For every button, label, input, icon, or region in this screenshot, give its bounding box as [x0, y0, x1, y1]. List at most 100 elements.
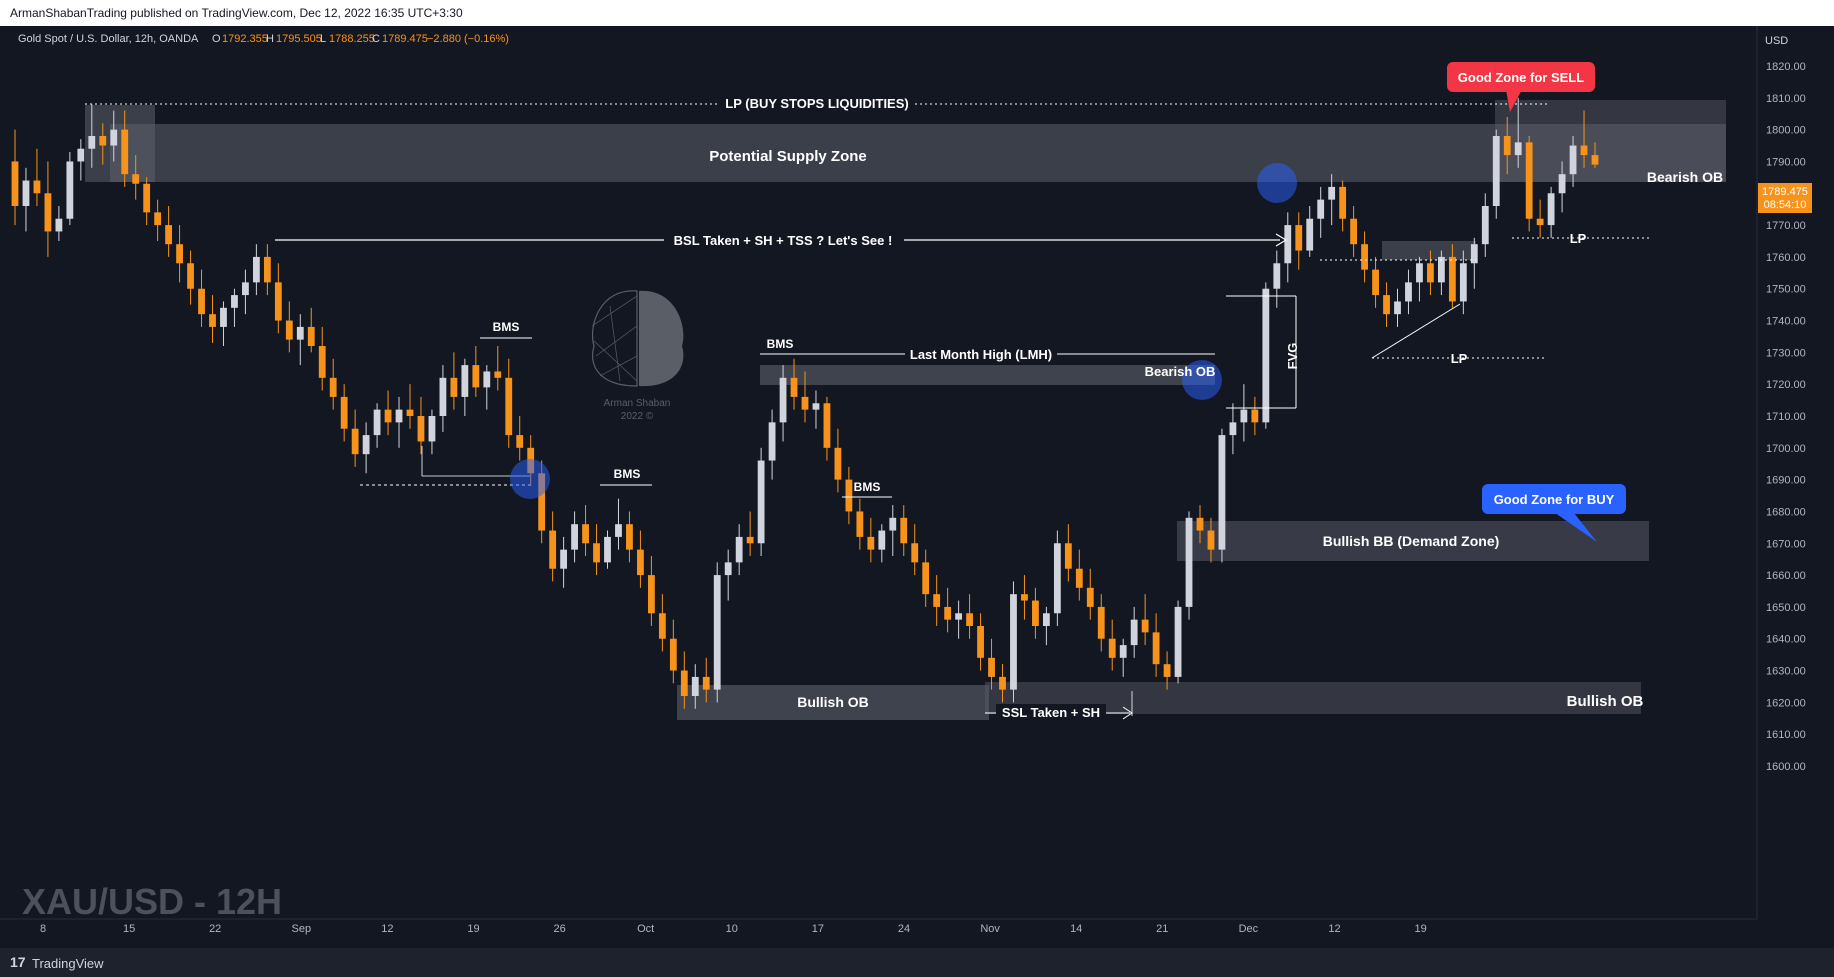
brain-left-icon — [592, 290, 638, 387]
candle-body — [384, 409, 392, 423]
sell-badge-box — [1447, 62, 1595, 92]
buy-badge: Good Zone for BUY — [1482, 484, 1626, 542]
x-tick-label: 19 — [1414, 923, 1426, 935]
y-tick-label: 1600.00 — [1766, 761, 1806, 773]
candle-body — [1185, 517, 1193, 607]
chart-area[interactable]: USD 1600.00 1610.00 1620.00 1630.00 1640.00 1… — [0, 26, 1834, 948]
y-tick-label: 1810.00 — [1766, 93, 1806, 105]
highlight-circle-top — [1257, 163, 1297, 203]
candle-body — [604, 536, 611, 563]
y-tick-label: 1790.00 — [1766, 156, 1806, 168]
bearish-ob-zone-right[interactable] — [1495, 100, 1726, 182]
supply-zone[interactable] — [110, 124, 1726, 182]
x-ticks: 8 15 22 Sep 12 19 26 Oct 10 17 24 Nov 14 21 Dec 12 19 — [40, 923, 1427, 935]
high-value: 1795.505 — [276, 33, 322, 45]
candle-body — [1218, 435, 1226, 550]
lp-label-bg — [720, 95, 915, 111]
candle-body — [1010, 594, 1017, 690]
tradingview-brand[interactable]: TradingView — [32, 956, 104, 971]
candle-body — [757, 460, 765, 544]
candle-body — [252, 256, 260, 283]
candle-body — [944, 606, 952, 620]
x-tick-label: 26 — [553, 923, 565, 935]
candle-body — [768, 422, 776, 461]
candle-body — [823, 403, 831, 448]
candle-body — [472, 365, 480, 388]
candle-body — [231, 295, 238, 308]
candle-body — [1152, 632, 1160, 665]
candle-body — [867, 536, 875, 550]
candle-body — [1075, 568, 1083, 588]
candle-body — [988, 657, 995, 677]
candle-body — [560, 549, 568, 569]
bullish-ob-zone-left[interactable] — [677, 685, 989, 720]
candle-body — [1032, 600, 1039, 626]
demand-zone-label: Bullish BB (Demand Zone) — [1323, 533, 1500, 549]
candle-body — [1174, 606, 1182, 677]
footer-bar: 17 TradingView — [0, 948, 1834, 977]
candle-body — [1196, 517, 1204, 531]
candle-body — [933, 594, 941, 607]
brain-logo-watermark: Arman Shaban 2022 © — [591, 290, 684, 422]
demand-zone[interactable] — [1177, 521, 1649, 561]
y-tick-label: 1640.00 — [1766, 634, 1806, 646]
symbol-watermark: XAU/USD - 12H — [22, 881, 282, 922]
candle-body — [318, 346, 326, 378]
candle-body — [1591, 155, 1599, 165]
ssl-label-bg — [996, 704, 1106, 721]
sell-badge-text: Good Zone for SELL — [1458, 70, 1584, 85]
candlestick-chart[interactable]: USD 1600.001610.001620.001630.001640.001… — [0, 26, 1834, 948]
candles — [11, 97, 1599, 709]
open-label: O — [212, 33, 221, 45]
brain-network-icon — [591, 295, 638, 382]
candle-body — [977, 626, 984, 658]
candle-body — [406, 409, 414, 416]
change-value: −2.880 (−0.16%) — [427, 33, 509, 45]
candle-body — [1459, 263, 1467, 302]
price-axis[interactable] — [1757, 26, 1834, 948]
x-tick-label: 12 — [381, 923, 393, 935]
candle-body — [1481, 206, 1489, 245]
y-ticks: 1600.00 1610.00 1620.00 1630.00 1640.00 1650.… — [1766, 61, 1806, 773]
candle-body — [33, 180, 41, 194]
bearish-ob-zone-mid[interactable] — [760, 365, 1215, 385]
y-tick-label: 1740.00 — [1766, 316, 1806, 328]
bms2-label: BMS — [614, 467, 641, 481]
buy-badge-text: Good Zone for BUY — [1494, 492, 1615, 507]
tradingview-logo-icon[interactable]: 17 — [10, 954, 26, 970]
candle-body — [900, 517, 908, 544]
candle-body — [812, 403, 820, 410]
y-tick-label: 1820.00 — [1766, 61, 1806, 73]
candle-body — [1427, 263, 1434, 283]
bearish-ob-right-label: Bearish OB — [1647, 169, 1723, 185]
x-tick-label: 15 — [123, 923, 135, 935]
bullish-ob-left-label: Bullish OB — [797, 694, 869, 710]
x-tick-label: Sep — [292, 923, 312, 935]
x-tick-label: 19 — [467, 923, 479, 935]
candle-body — [198, 288, 205, 315]
y-tick-label: 1690.00 — [1766, 475, 1806, 487]
candle-body — [1448, 256, 1456, 302]
logo-name: Arman Shaban — [604, 398, 671, 409]
candle-body — [1130, 619, 1138, 646]
candle-body — [1097, 606, 1105, 639]
candle-body — [274, 282, 282, 321]
x-tick-label: 17 — [812, 923, 824, 935]
candle-body — [1229, 422, 1237, 436]
open-value: 1792.355 — [222, 33, 268, 45]
low-value: 1788.255 — [329, 33, 375, 45]
candle-body — [691, 676, 699, 696]
candle-body — [801, 396, 809, 410]
candle-body — [680, 670, 688, 696]
candle-body — [1042, 613, 1050, 626]
candle-body — [1086, 587, 1094, 607]
candle-body — [1405, 282, 1412, 302]
candle-body — [911, 543, 919, 563]
countdown-value: 08:54:10 — [1764, 199, 1807, 211]
low-label: L — [320, 33, 326, 45]
candle-body — [966, 613, 973, 626]
bms3-label: BMS — [767, 337, 794, 351]
candle-body — [11, 161, 19, 206]
candle-body — [428, 416, 436, 442]
candle-body — [713, 575, 721, 690]
